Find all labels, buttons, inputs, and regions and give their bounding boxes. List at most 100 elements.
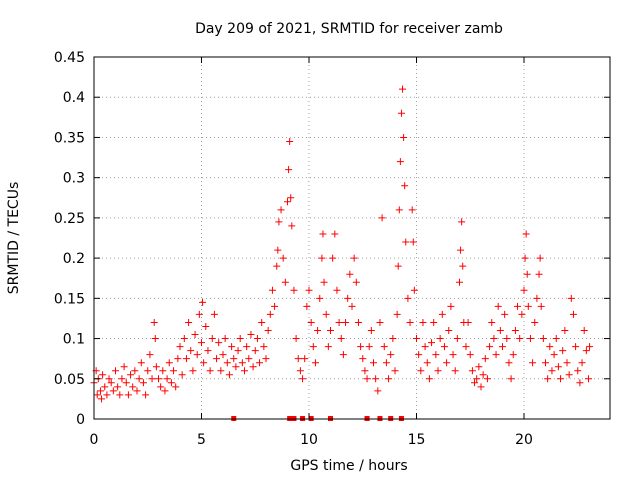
data-point bbox=[438, 310, 446, 318]
data-point bbox=[320, 278, 328, 286]
data-point bbox=[292, 335, 300, 343]
data-point bbox=[319, 230, 327, 238]
data-point bbox=[307, 318, 315, 326]
data-point bbox=[459, 262, 467, 270]
data-point bbox=[372, 375, 380, 383]
data-point bbox=[210, 310, 218, 318]
data-point bbox=[322, 310, 330, 318]
data-point bbox=[271, 302, 279, 310]
data-point bbox=[471, 379, 479, 387]
data-point bbox=[344, 294, 352, 302]
data-point bbox=[114, 383, 122, 391]
data-point bbox=[509, 351, 517, 359]
data-point bbox=[354, 318, 362, 326]
data-point bbox=[314, 327, 322, 335]
data-points bbox=[90, 85, 594, 421]
data-point bbox=[565, 371, 573, 379]
data-point bbox=[195, 310, 203, 318]
data-point bbox=[396, 158, 404, 166]
data-point bbox=[279, 254, 287, 262]
data-point bbox=[262, 355, 270, 363]
y-axis-label: SRMTID / TECUs bbox=[6, 182, 22, 295]
data-point bbox=[316, 294, 324, 302]
data-point bbox=[287, 194, 295, 202]
data-point bbox=[274, 246, 282, 254]
data-point bbox=[146, 351, 154, 359]
data-point bbox=[247, 331, 255, 339]
data-point bbox=[580, 327, 588, 335]
data-point bbox=[486, 343, 494, 351]
data-point bbox=[475, 363, 483, 371]
data-point bbox=[98, 395, 106, 403]
data-point bbox=[399, 85, 407, 93]
data-point bbox=[417, 367, 425, 375]
data-point bbox=[165, 359, 173, 367]
data-point bbox=[370, 359, 377, 367]
y-tick-label: 0 bbox=[76, 412, 85, 428]
data-point bbox=[96, 387, 104, 395]
data-point bbox=[462, 343, 470, 351]
data-point bbox=[374, 387, 382, 395]
data-point bbox=[213, 355, 221, 363]
data-point bbox=[161, 387, 169, 395]
data-point bbox=[436, 335, 444, 343]
data-point bbox=[348, 302, 356, 310]
data-point bbox=[546, 343, 554, 351]
data-point bbox=[296, 367, 304, 375]
data-point bbox=[337, 335, 345, 343]
data-point bbox=[539, 335, 547, 343]
data-point bbox=[466, 351, 474, 359]
data-point bbox=[542, 359, 549, 367]
data-point bbox=[409, 238, 417, 246]
data-point bbox=[200, 359, 208, 367]
data-point bbox=[327, 327, 334, 335]
y-tick-label: 0.45 bbox=[54, 50, 85, 66]
data-point bbox=[329, 254, 337, 262]
data-point bbox=[483, 375, 491, 383]
data-point bbox=[129, 383, 137, 391]
data-point bbox=[554, 363, 562, 371]
data-point bbox=[311, 359, 319, 367]
data-point bbox=[243, 343, 251, 351]
data-point bbox=[245, 355, 253, 363]
data-point bbox=[479, 371, 487, 379]
data-point bbox=[550, 351, 558, 359]
data-point bbox=[419, 318, 427, 326]
data-point bbox=[363, 375, 371, 383]
data-point bbox=[288, 222, 296, 230]
data-point bbox=[350, 254, 358, 262]
data-point bbox=[586, 343, 594, 351]
data-point bbox=[305, 286, 313, 294]
data-point bbox=[445, 327, 453, 335]
data-point bbox=[380, 343, 388, 351]
data-point bbox=[406, 318, 414, 326]
data-point bbox=[174, 355, 182, 363]
data-point bbox=[408, 206, 416, 214]
data-point bbox=[253, 335, 261, 343]
data-point bbox=[529, 359, 537, 367]
data-point bbox=[133, 387, 141, 395]
data-point bbox=[473, 375, 481, 383]
data-point bbox=[499, 343, 506, 351]
data-point bbox=[376, 318, 384, 326]
data-point bbox=[468, 367, 476, 375]
data-point bbox=[557, 375, 565, 383]
data-point bbox=[225, 371, 233, 379]
y-tick-label: 0.15 bbox=[54, 291, 85, 307]
data-point bbox=[264, 327, 272, 335]
y-tick-label: 0.3 bbox=[63, 171, 85, 187]
data-point bbox=[453, 335, 461, 343]
data-point bbox=[494, 302, 502, 310]
data-point bbox=[393, 310, 401, 318]
data-point bbox=[464, 318, 472, 326]
data-point bbox=[451, 367, 459, 375]
data-point bbox=[150, 318, 158, 326]
data-point bbox=[277, 206, 285, 214]
data-point bbox=[258, 318, 266, 326]
data-point bbox=[230, 355, 238, 363]
data-point bbox=[434, 367, 442, 375]
data-point bbox=[490, 335, 498, 343]
data-point bbox=[385, 375, 393, 383]
data-point bbox=[367, 327, 375, 335]
